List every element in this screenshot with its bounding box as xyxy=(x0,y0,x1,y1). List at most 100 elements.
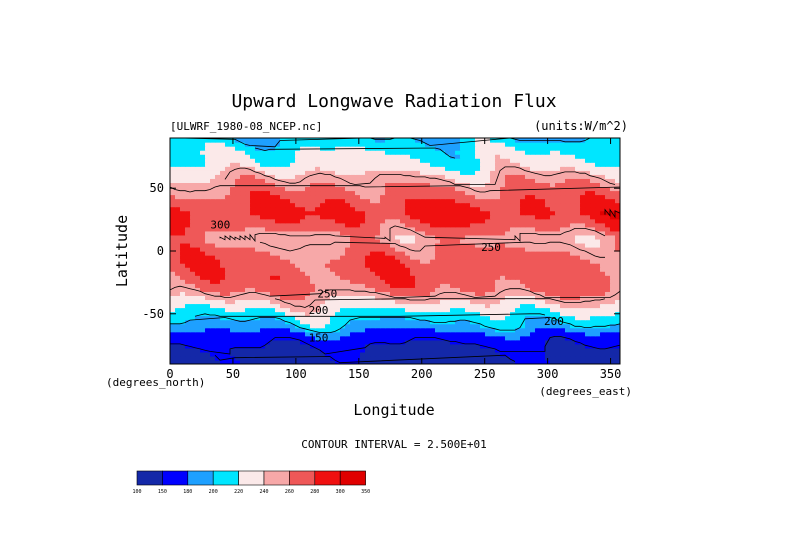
heatmap-cell xyxy=(280,210,286,216)
heatmap-cell xyxy=(240,218,246,224)
heatmap-cell xyxy=(495,275,501,280)
heatmap-cell xyxy=(605,222,611,228)
heatmap-cell xyxy=(250,234,256,240)
heatmap-cell xyxy=(275,259,281,264)
heatmap-cell xyxy=(450,214,456,220)
heatmap-cell xyxy=(350,142,356,147)
heatmap-cell xyxy=(605,311,611,317)
heatmap-cell xyxy=(305,230,311,236)
heatmap-cell xyxy=(570,267,576,272)
heatmap-cell xyxy=(425,283,431,288)
heatmap-cell xyxy=(510,226,516,232)
heatmap-cell xyxy=(340,190,346,196)
heatmap-cell xyxy=(200,283,206,288)
heatmap-cell xyxy=(475,170,481,175)
heatmap-cell xyxy=(510,150,516,155)
heatmap-cell xyxy=(410,242,416,248)
heatmap-cell xyxy=(320,242,326,248)
heatmap-cell xyxy=(570,218,576,224)
heatmap-cell xyxy=(460,259,466,264)
heatmap-cell xyxy=(305,307,311,313)
heatmap-cell xyxy=(525,142,531,147)
heatmap-cell xyxy=(460,295,466,301)
heatmap-cell xyxy=(370,307,376,313)
heatmap-cell xyxy=(550,198,556,204)
heatmap-cell xyxy=(590,202,596,208)
heatmap-cell xyxy=(435,347,441,353)
heatmap-cell xyxy=(405,331,411,337)
heatmap-cell xyxy=(415,150,421,155)
heatmap-cell xyxy=(485,359,491,364)
heatmap-cell xyxy=(250,242,256,248)
heatmap-cell xyxy=(570,351,576,357)
heatmap-cell xyxy=(555,174,561,179)
heatmap-cell xyxy=(175,222,181,228)
heatmap-cell xyxy=(390,202,396,208)
heatmap-cell xyxy=(355,194,361,200)
heatmap-cell xyxy=(325,218,331,224)
heatmap-cell xyxy=(535,271,541,276)
heatmap-cell xyxy=(470,162,476,167)
heatmap-cell xyxy=(600,303,606,309)
heatmap-cell xyxy=(295,174,301,179)
heatmap-cell xyxy=(325,295,331,301)
heatmap-cell xyxy=(490,210,496,216)
heatmap-cell xyxy=(330,146,336,151)
heatmap-cell xyxy=(470,347,476,353)
heatmap-cell xyxy=(450,158,456,163)
heatmap-cell xyxy=(225,230,231,236)
heatmap-cell xyxy=(250,230,256,236)
heatmap-cell xyxy=(480,351,486,357)
heatmap-cell xyxy=(405,154,411,159)
heatmap-cell xyxy=(530,182,536,188)
heatmap-cell xyxy=(375,359,381,364)
heatmap-cell xyxy=(615,214,620,220)
heatmap-cell xyxy=(565,323,571,329)
heatmap-cell xyxy=(420,303,426,309)
heatmap-cell xyxy=(170,150,176,155)
heatmap-cell xyxy=(570,146,576,151)
heatmap-cell xyxy=(495,343,501,349)
heatmap-cell xyxy=(440,146,446,151)
heatmap-cell xyxy=(605,174,611,179)
heatmap-cell xyxy=(600,178,606,183)
heatmap-cell xyxy=(245,210,251,216)
heatmap-cell xyxy=(500,291,506,296)
heatmap-cell xyxy=(455,142,461,147)
heatmap-cell xyxy=(500,150,506,155)
heatmap-cell xyxy=(550,182,556,188)
heatmap-cell xyxy=(530,319,536,325)
heatmap-cell xyxy=(570,170,576,175)
heatmap-cell xyxy=(490,355,496,361)
heatmap-cell xyxy=(385,343,391,349)
heatmap-cell xyxy=(530,271,536,276)
heatmap-cell xyxy=(545,218,551,224)
heatmap-cell xyxy=(280,162,286,167)
heatmap-cell xyxy=(345,234,351,240)
heatmap-cell xyxy=(570,150,576,155)
heatmap-cell xyxy=(295,299,301,305)
heatmap-cell xyxy=(560,355,566,361)
heatmap-cell xyxy=(210,198,216,204)
heatmap-cell xyxy=(530,198,536,204)
heatmap-cell xyxy=(190,162,196,167)
heatmap-cell xyxy=(275,186,281,192)
heatmap-cell xyxy=(465,303,471,309)
heatmap-cell xyxy=(360,158,366,163)
heatmap-cell xyxy=(465,142,471,147)
heatmap-cell xyxy=(340,319,346,325)
heatmap-cell xyxy=(515,283,521,288)
heatmap-cell xyxy=(500,174,506,179)
heatmap-cell xyxy=(270,242,276,248)
heatmap-cell xyxy=(330,246,336,252)
heatmap-cell xyxy=(500,154,506,159)
heatmap-cell xyxy=(330,315,336,321)
heatmap-cell xyxy=(330,299,336,305)
heatmap-cell xyxy=(610,343,616,349)
heatmap-cell xyxy=(610,190,616,196)
heatmap-cell xyxy=(415,287,421,292)
heatmap-cell xyxy=(340,234,346,240)
heatmap-cell xyxy=(440,230,446,236)
heatmap-cell xyxy=(550,255,556,260)
heatmap-cell xyxy=(405,303,411,309)
